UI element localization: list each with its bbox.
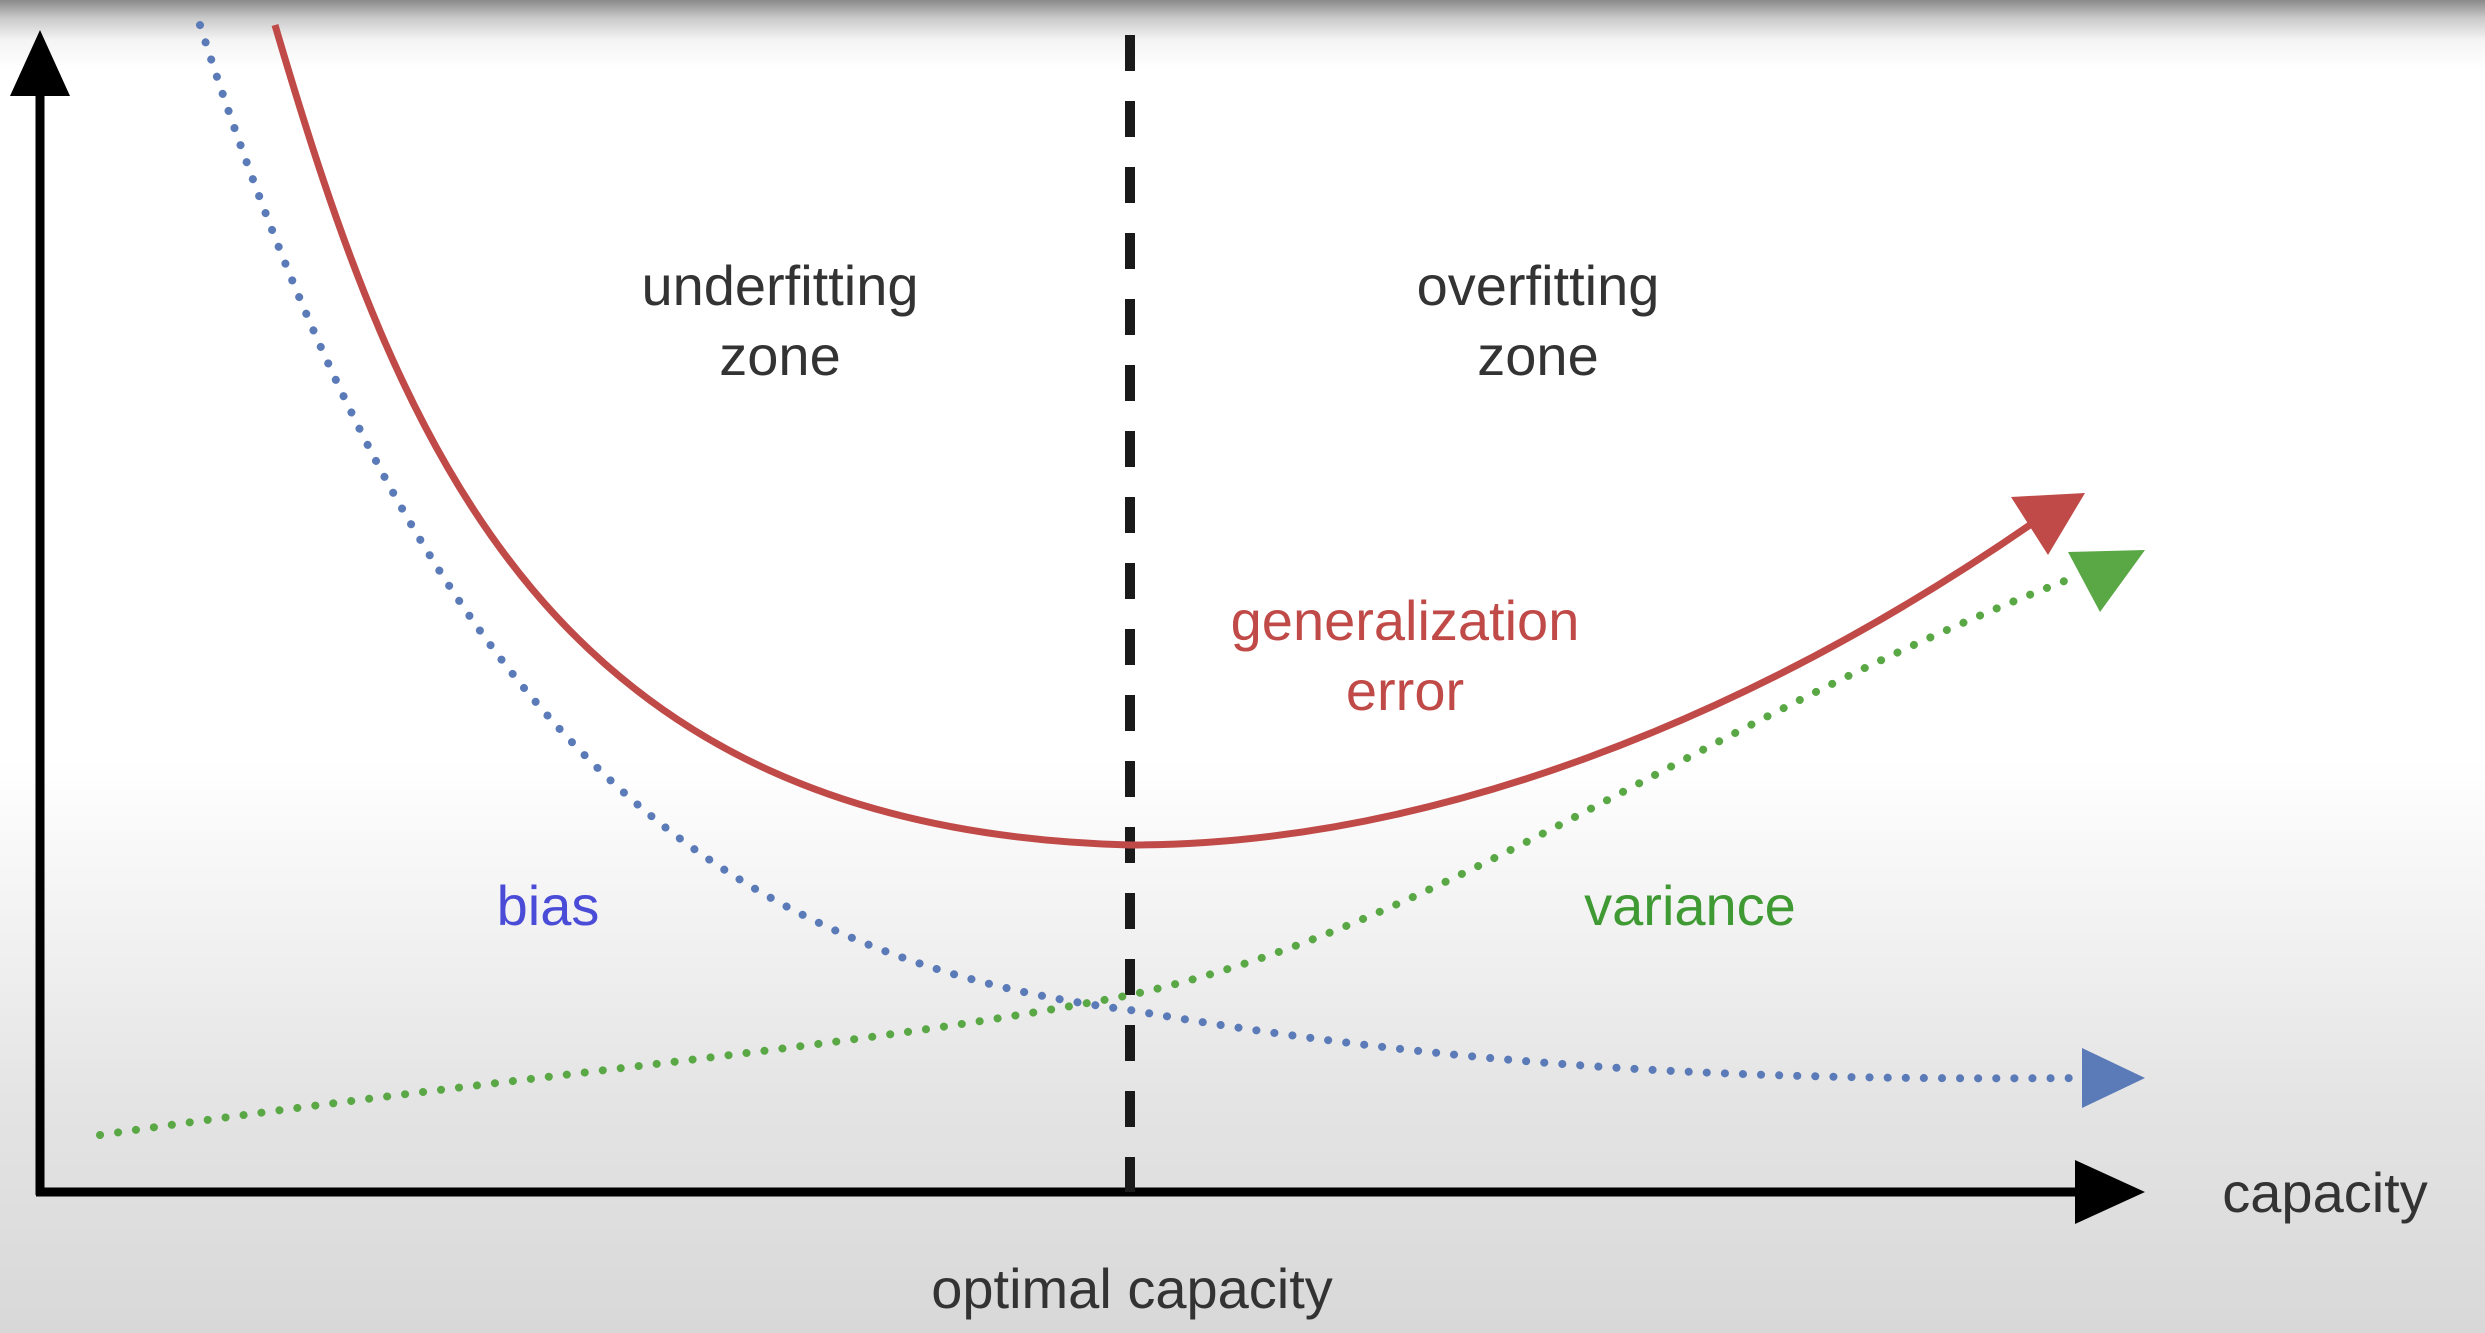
generalization-error-arrowhead [2011, 493, 2085, 555]
underfitting-zone-label-line2: zone [719, 324, 840, 387]
overfitting-zone-label-line2: zone [1477, 324, 1598, 387]
x-axis-label: capacity [2222, 1161, 2427, 1224]
optimal-capacity-label: optimal capacity [931, 1257, 1333, 1320]
generalization-error-curve [271, 24, 2042, 849]
variance-curve [96, 573, 2079, 1139]
bias-curve [196, 21, 2089, 1083]
bias-label: bias [497, 874, 600, 937]
generalization-error-label-line2: error [1346, 659, 1464, 722]
x-axis-arrowhead [2075, 1160, 2145, 1224]
variance-arrowhead [2068, 550, 2145, 612]
underfitting-zone-label-line1: underfitting [641, 254, 918, 317]
generalization-error-label-line1: generalization [1231, 589, 1580, 652]
overfitting-zone-label-line1: overfitting [1417, 254, 1660, 317]
bias-arrowhead [2082, 1048, 2145, 1108]
variance-label: variance [1584, 874, 1796, 937]
y-axis-arrowhead [10, 30, 70, 96]
